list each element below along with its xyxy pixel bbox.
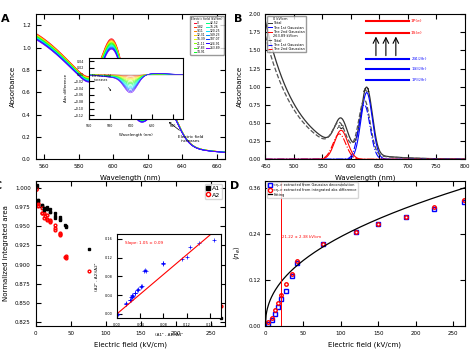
X-axis label: Wavelength (nm): Wavelength (nm)	[100, 175, 161, 181]
Gaussian	[272, 312, 278, 316]
Text: A2: A2	[337, 125, 345, 130]
Gaussian	[320, 241, 326, 246]
X-axis label: Wavelength (nm): Wavelength (nm)	[335, 175, 395, 181]
Legend: <ηₑ> extracted from Gaussian deconvolution, <ηₑ> extracted from integrated abs d: <ηₑ> extracted from Gaussian deconvoluti…	[267, 182, 358, 198]
Integrated	[431, 205, 437, 210]
Integrated	[265, 320, 271, 324]
Text: B: B	[234, 14, 242, 24]
Integrated	[375, 222, 381, 227]
Integrated	[283, 281, 289, 286]
Integrated	[289, 272, 294, 276]
Text: C: C	[0, 181, 2, 190]
Gaussian	[275, 304, 281, 309]
Legend: 0, 3.82, 9.11, 12.31, 16.39, 21.11, 27.83, 34.91, 42.52, 76.26, 120.25, 149.23, : 0, 3.82, 9.11, 12.31, 16.39, 21.11, 27.8…	[191, 16, 224, 55]
Text: 21.22 ± 2.38 kV/cm: 21.22 ± 2.38 kV/cm	[282, 235, 321, 239]
Legend: A1, A2: A1, A2	[205, 184, 222, 199]
Y-axis label: Normalized integrated area: Normalized integrated area	[3, 205, 9, 301]
Integrated	[294, 259, 300, 263]
Fitting	[263, 324, 268, 328]
Fitting	[462, 186, 467, 190]
Gaussian	[353, 230, 359, 234]
Fitting	[381, 215, 387, 219]
Gaussian	[375, 222, 381, 227]
Gaussian	[294, 261, 300, 265]
Integrated	[461, 198, 466, 202]
Y-axis label: $\langle n_e \rangle$: $\langle n_e \rangle$	[232, 246, 243, 260]
Gaussian	[283, 289, 289, 293]
Gaussian	[289, 274, 294, 278]
Line: Fitting: Fitting	[265, 188, 465, 326]
Text: A1: A1	[363, 88, 371, 93]
Gaussian	[461, 199, 466, 204]
Fitting	[381, 215, 386, 219]
Gaussian	[269, 318, 275, 322]
Text: Electric field
increases: Electric field increases	[169, 122, 203, 143]
Gaussian	[265, 322, 271, 326]
Integrated	[320, 241, 326, 246]
Fitting	[430, 196, 436, 200]
Gaussian	[431, 207, 437, 211]
Line: Gaussian: Gaussian	[266, 200, 465, 326]
Integrated	[353, 230, 359, 234]
Fitting	[443, 192, 449, 196]
Integrated	[275, 301, 281, 305]
Integrated	[269, 316, 275, 320]
Gaussian	[403, 215, 409, 219]
Fitting	[263, 313, 269, 317]
Legend: 0 kV/cm, Total, The 1st Gaussian, The 2nd Gaussian, 263.89 kV/cm, Total, The 1st: 0 kV/cm, Total, The 1st Gaussian, The 2n…	[267, 16, 306, 52]
Fitting	[384, 213, 390, 217]
Line: Integrated: Integrated	[266, 198, 465, 324]
X-axis label: Electric field (kV/cm): Electric field (kV/cm)	[328, 341, 401, 348]
Text: D: D	[229, 181, 239, 190]
Integrated	[403, 215, 409, 219]
Integrated	[278, 293, 284, 297]
Gaussian	[278, 297, 284, 301]
Text: A: A	[1, 14, 10, 24]
X-axis label: Electric field (kV/cm): Electric field (kV/cm)	[94, 341, 167, 348]
Y-axis label: Absorbance: Absorbance	[237, 66, 243, 107]
Y-axis label: Absorbance: Absorbance	[10, 66, 17, 107]
Integrated	[272, 308, 278, 313]
